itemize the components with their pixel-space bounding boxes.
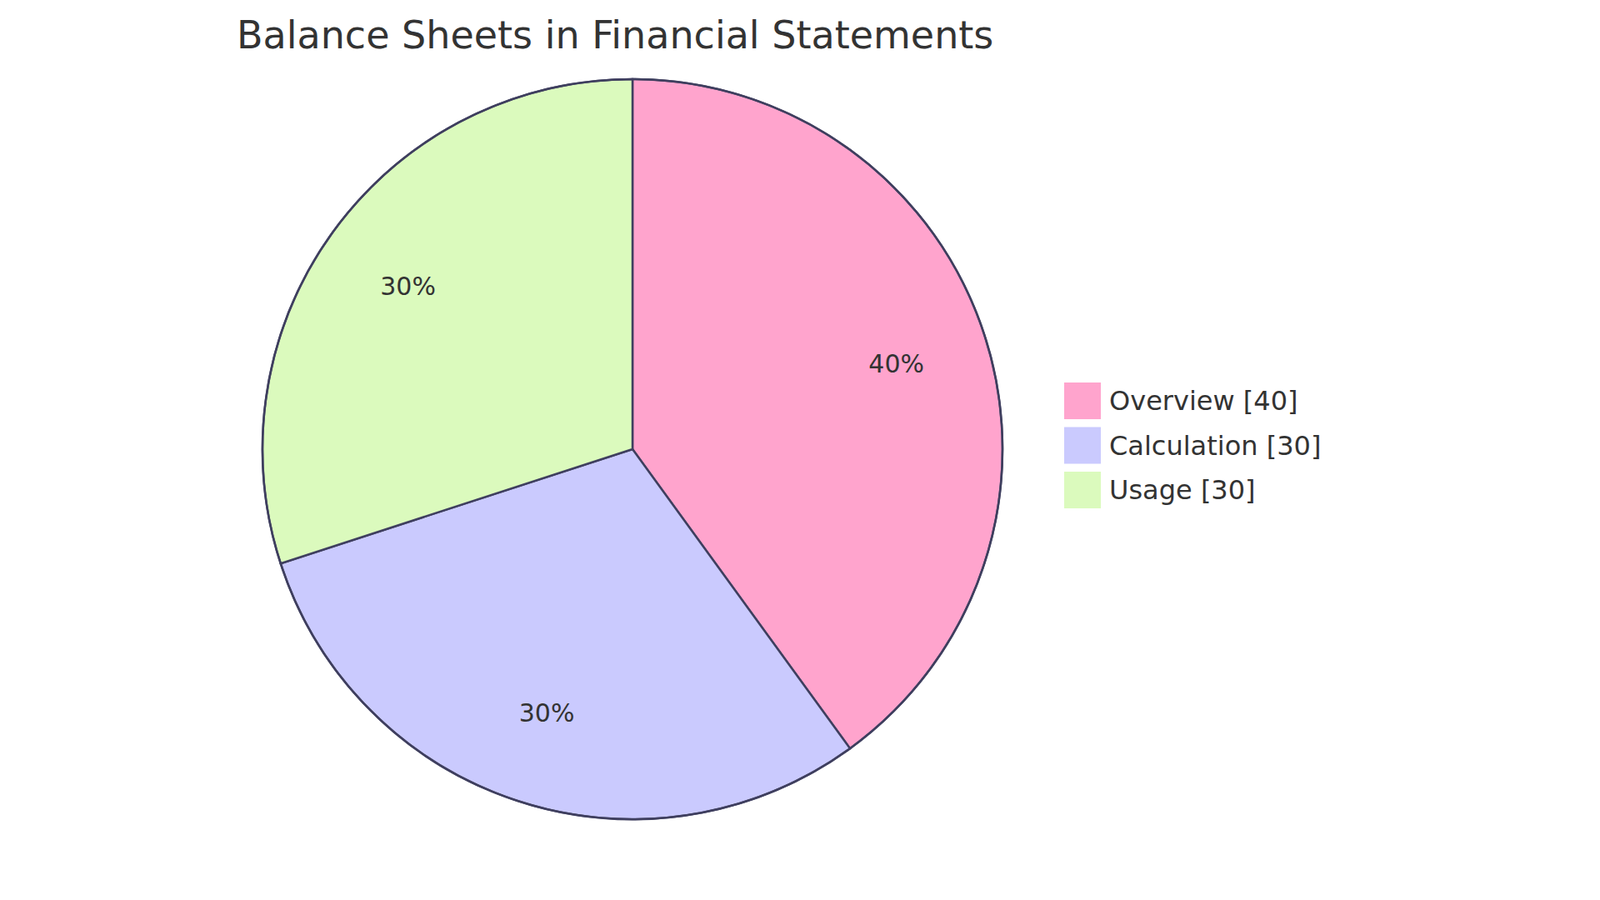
legend-swatch <box>1064 382 1101 420</box>
legend-label: Calculation [30] <box>1109 430 1321 462</box>
legend-label: Overview [40] <box>1109 385 1299 417</box>
pie-slice <box>262 79 633 564</box>
chart: Balance Sheets in Financial Statements 40… <box>0 0 1600 900</box>
title: Balance Sheets in Financial Statements <box>236 12 994 58</box>
legend: Overview [40] Calculation [30] Usage [30] <box>1064 382 1321 509</box>
legend-swatch <box>1064 427 1101 465</box>
legend-swatch <box>1064 471 1101 509</box>
data-label: 30% <box>380 271 436 301</box>
legend-label: Usage [30] <box>1109 474 1256 506</box>
data-label: 40% <box>868 349 925 379</box>
pie-outline <box>262 79 1003 820</box>
data-label: 30% <box>519 698 575 728</box>
slices <box>262 79 1003 820</box>
